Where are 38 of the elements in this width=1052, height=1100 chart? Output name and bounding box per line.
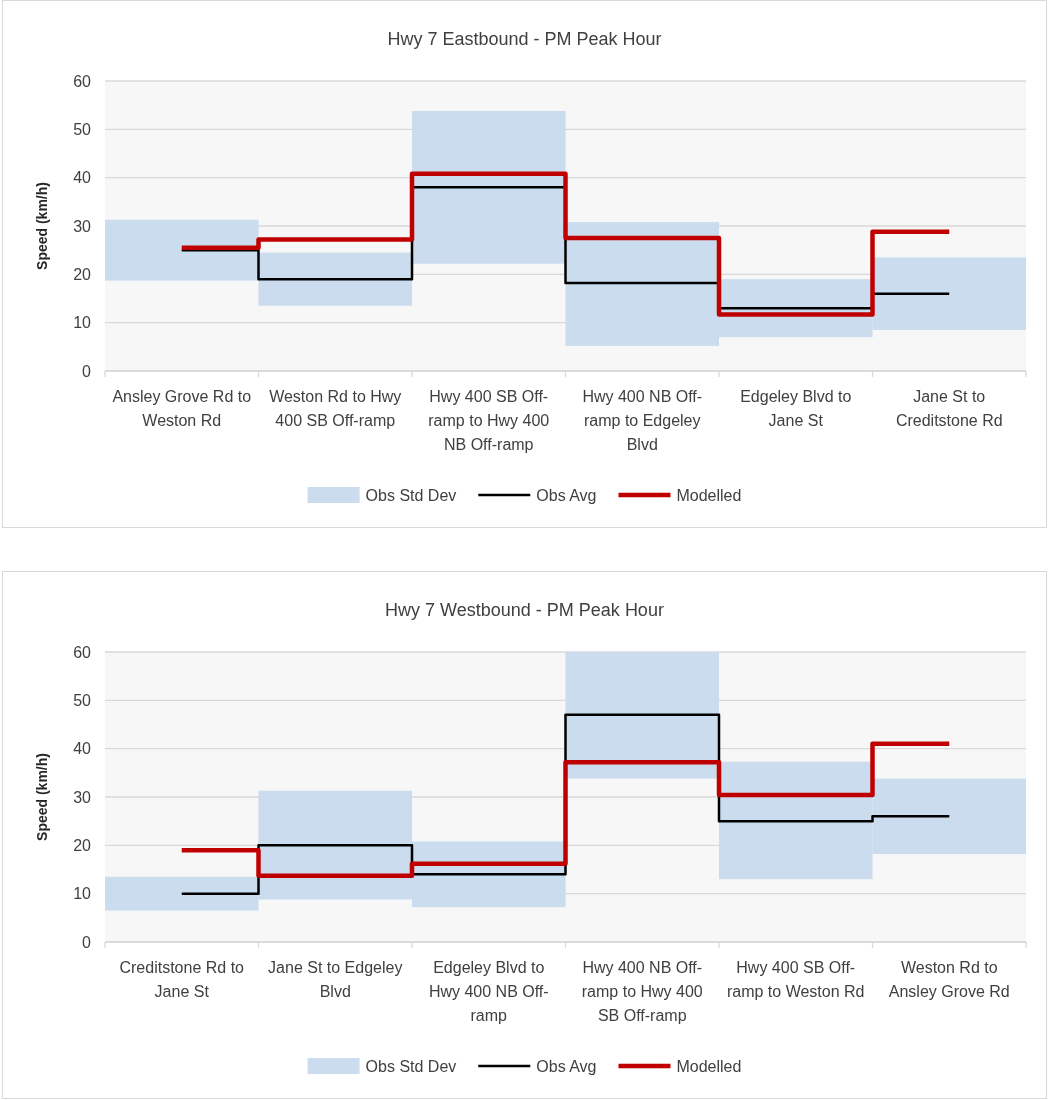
y-tick-label: 30 — [73, 788, 92, 806]
chart-title: Hwy 7 Westbound - PM Peak Hour — [385, 600, 664, 620]
y-tick-label: 60 — [73, 72, 92, 90]
y-tick-label: 10 — [73, 314, 92, 332]
x-tick-label: Hwy 400 NB Off-ramp to Hwy 400 SB Off-ramp — [581, 959, 703, 1024]
legend-label: Obs Avg — [536, 1058, 597, 1075]
x-tick-label: Jane St to Creditstone Rd — [895, 388, 1003, 429]
y-tick-label: 20 — [73, 265, 92, 283]
y-tick-label: 30 — [73, 217, 92, 235]
legend-label: Obs Std Dev — [365, 1058, 457, 1075]
x-tick-label: Hwy 400 SB Off-ramp to Weston Rd — [726, 959, 865, 1000]
y-tick-label: 0 — [82, 362, 92, 380]
x-tick-label: Edgeley Blvd to Hwy 400 NB Off-ramp — [428, 959, 549, 1024]
y-tick-label: 20 — [73, 836, 92, 854]
legend-label: Obs Avg — [536, 487, 597, 504]
y-tick-label: 50 — [73, 691, 92, 709]
y-tick-label: 40 — [73, 740, 92, 758]
x-tick-label: Weston Rd to Ansley Grove Rd — [888, 959, 1010, 1000]
y-tick-label: 50 — [73, 120, 92, 138]
y-tick-label: 10 — [73, 885, 92, 903]
bar — [565, 652, 719, 779]
legend-label: Modelled — [676, 1058, 742, 1075]
bar — [412, 110, 566, 264]
legend-label: Obs Std Dev — [365, 487, 457, 504]
y-axis-title: Speed (km/h) — [34, 753, 50, 841]
x-tick-label: Ansley Grove Rd to Weston Rd — [112, 388, 252, 429]
legend-label: Modelled — [676, 487, 742, 504]
y-tick-label: 0 — [82, 933, 92, 951]
x-tick-label: Edgeley Blvd to Jane St — [740, 388, 852, 429]
x-tick-label: Hwy 400 NB Off-ramp to Edgeley Blvd — [582, 388, 703, 453]
x-tick-label: Weston Rd to Hwy 400 SB Off-ramp — [269, 388, 402, 429]
x-tick-label: Creditstone Rd to Jane St — [119, 959, 245, 1000]
y-axis-title: Speed (km/h) — [34, 182, 50, 270]
x-tick-label: Jane St to Edgeley Blvd — [268, 959, 403, 1000]
chart-title: Hwy 7 Eastbound - PM Peak Hour — [387, 29, 662, 49]
y-tick-label: 60 — [73, 643, 92, 661]
x-tick-label: Hwy 400 SB Off-ramp to Hwy 400 NB Off-ramp — [428, 388, 550, 453]
y-tick-label: 40 — [73, 169, 92, 187]
